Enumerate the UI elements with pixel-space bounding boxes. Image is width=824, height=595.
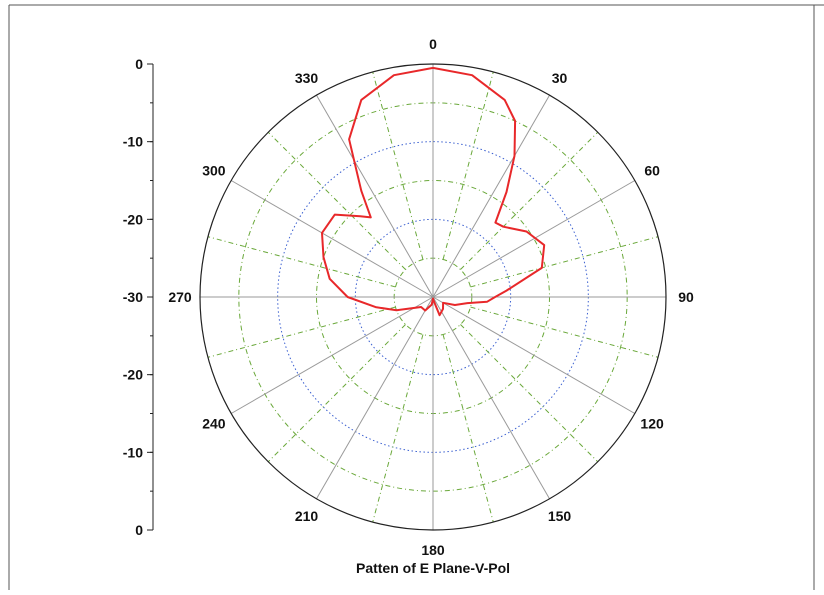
grid-spoke-major — [432, 296, 636, 414]
radial-tick-label: -30 — [123, 289, 143, 305]
grid-spoke-major — [316, 296, 434, 500]
angle-label: 30 — [552, 70, 568, 86]
angle-label: 270 — [168, 289, 192, 305]
grid-spoke-major — [432, 296, 550, 500]
grid-spoke-minor — [460, 131, 599, 270]
radial-tick-label: -10 — [123, 134, 143, 150]
grid-spoke-minor — [372, 71, 424, 260]
polar-grid — [199, 63, 667, 531]
radial-tick-label: 0 — [135, 522, 143, 538]
grid-spoke-major — [230, 296, 434, 414]
radial-tick-label: 0 — [135, 56, 143, 72]
grid-spoke-minor — [372, 334, 424, 523]
angle-label: 120 — [640, 416, 664, 432]
angle-label: 90 — [678, 289, 694, 305]
grid-spoke-minor — [460, 324, 599, 463]
angle-label: 240 — [202, 416, 226, 432]
grid-spoke-minor — [207, 236, 396, 288]
grid-spoke-minor — [267, 324, 406, 463]
grid-spoke-major — [316, 94, 434, 298]
chart-title: Patten of E Plane-V-Pol — [356, 560, 510, 576]
angle-label: 210 — [295, 508, 319, 524]
angle-label: 0 — [429, 36, 437, 52]
grid-spoke-major — [230, 180, 434, 298]
grid-spoke-minor — [470, 236, 659, 288]
grid-spoke-minor — [267, 131, 406, 270]
angle-label: 300 — [202, 163, 226, 179]
grid-spoke-minor — [442, 71, 494, 260]
angle-label: 330 — [295, 70, 319, 86]
grid-spoke-minor — [442, 334, 494, 523]
angle-label: 150 — [548, 508, 572, 524]
grid-spoke-minor — [470, 306, 659, 358]
outer-circle — [199, 63, 667, 531]
series-line — [321, 66, 546, 317]
angle-label: 180 — [421, 542, 445, 558]
radial-tick-label: -20 — [123, 367, 143, 383]
angle-label: 60 — [644, 163, 660, 179]
radial-tick-label: -20 — [123, 211, 143, 227]
grid-spoke-major — [432, 180, 636, 298]
series-layer — [321, 66, 546, 317]
angle-labels: 0 30 60 90 120 150 180 210 240 270 300 330 — [168, 36, 694, 558]
grid-spoke-major — [432, 94, 550, 298]
radial-axis: 0 -10 -20 -30 -20 -10 0 — [123, 56, 154, 538]
radial-tick-label: -10 — [123, 444, 143, 460]
grid-spoke-minor — [207, 306, 396, 358]
